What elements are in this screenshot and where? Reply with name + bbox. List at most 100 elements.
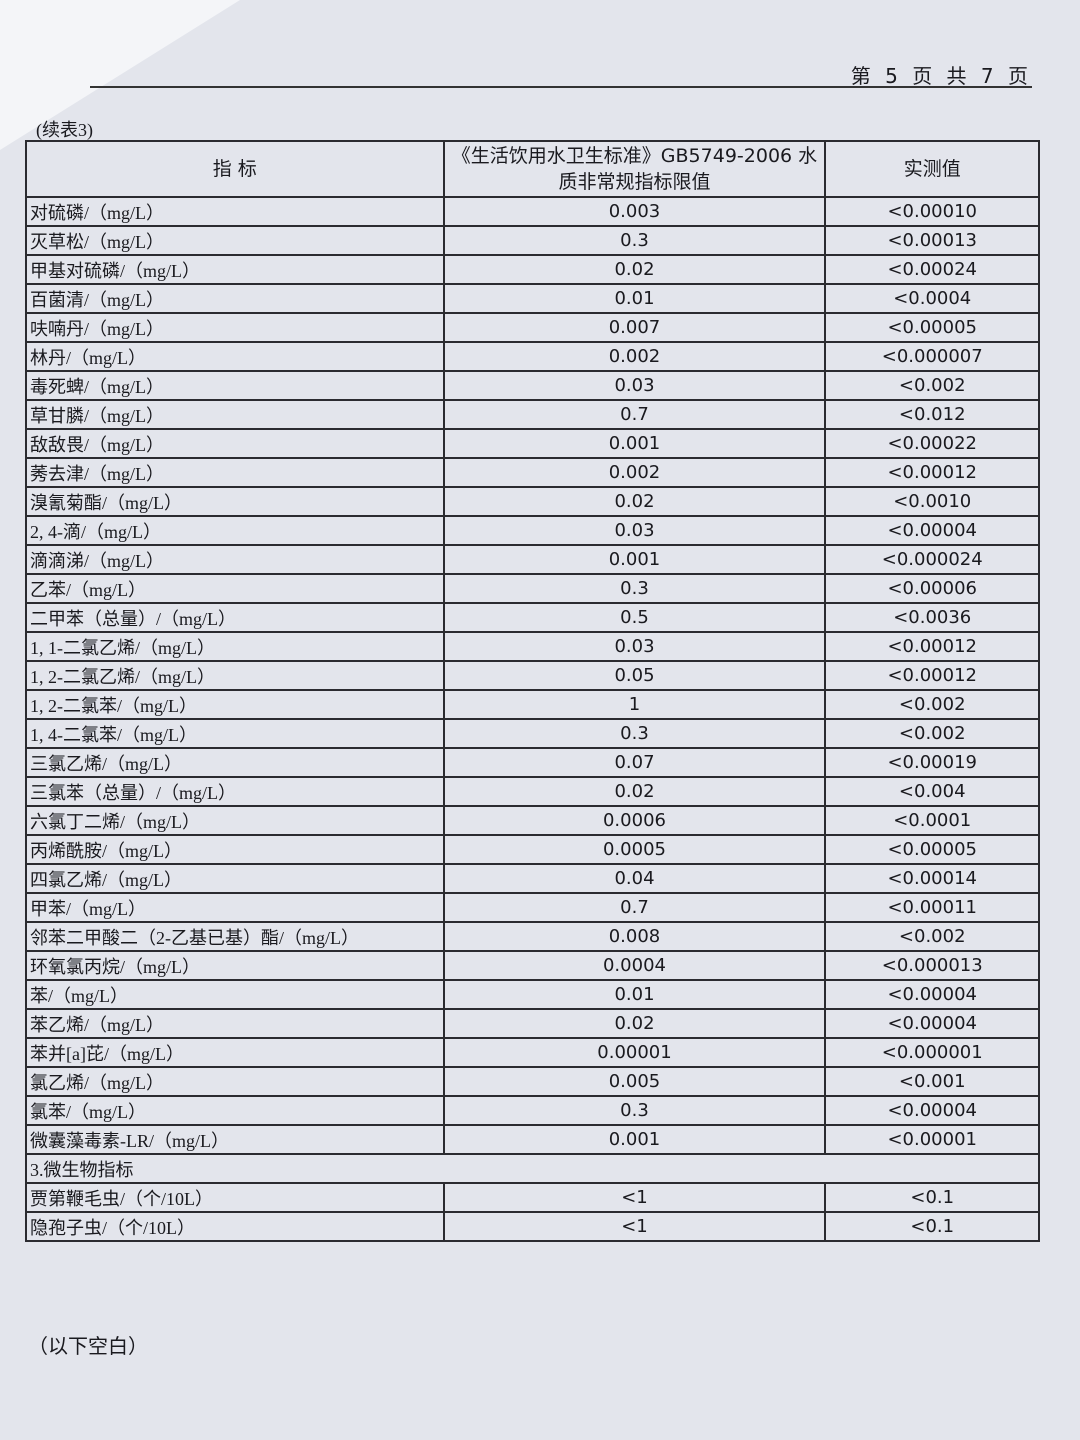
limit-cell: 0.07 xyxy=(442,747,827,778)
measured-cell: <0.000007 xyxy=(824,341,1040,372)
limit-cell: 0.05 xyxy=(442,660,827,691)
indicator-cell: 苯乙烯/（mg/L） xyxy=(25,1008,445,1039)
indicator-cell: 氯苯/（mg/L） xyxy=(25,1095,445,1126)
measured-cell: <0.00004 xyxy=(824,1008,1040,1039)
limit-cell: 0.04 xyxy=(442,863,827,894)
limit-cell: 1 xyxy=(442,689,827,720)
limit-cell: 0.03 xyxy=(442,515,827,546)
header-indicator: 指 标 xyxy=(25,140,445,198)
indicator-cell: 苯并[a]芘/（mg/L） xyxy=(25,1037,445,1068)
section-title: 3.微生物指标 xyxy=(25,1153,1040,1184)
table-caption: (续表3) xyxy=(36,120,93,140)
measured-cell: <0.00024 xyxy=(824,254,1040,285)
table-row: 滴滴涕/（mg/L） 0.001 <0.000024 xyxy=(25,544,1040,575)
table-row: 溴氰菊酯/（mg/L） 0.02 <0.0010 xyxy=(25,486,1040,517)
indicator-cell: 邻苯二甲酸二（2-乙基已基）酯/（mg/L） xyxy=(25,921,445,952)
indicator-cell: 对硫磷/（mg/L） xyxy=(25,196,445,227)
measured-cell: <0.00004 xyxy=(824,1095,1040,1126)
indicator-cell: 林丹/（mg/L） xyxy=(25,341,445,372)
table-row: 1, 2-二氯乙烯/（mg/L） 0.05 <0.00012 xyxy=(25,660,1040,691)
measured-cell: <0.00004 xyxy=(824,515,1040,546)
indicator-cell: 1, 2-二氯苯/（mg/L） xyxy=(25,689,445,720)
table-row: 环氧氯丙烷/（mg/L） 0.0004 <0.000013 xyxy=(25,950,1040,981)
table-row: 三氯苯（总量）/（mg/L） 0.02 <0.004 xyxy=(25,776,1040,807)
indicator-cell: 环氧氯丙烷/（mg/L） xyxy=(25,950,445,981)
measured-cell: <0.00004 xyxy=(824,979,1040,1010)
table-row: 1, 1-二氯乙烯/（mg/L） 0.03 <0.00012 xyxy=(25,631,1040,662)
indicator-cell: 隐孢子虫/（个/10L） xyxy=(25,1211,445,1242)
table-row: 苯/（mg/L） 0.01 <0.00004 xyxy=(25,979,1040,1010)
indicator-cell: 甲苯/（mg/L） xyxy=(25,892,445,923)
measured-cell: <0.00005 xyxy=(824,834,1040,865)
indicator-cell: 丙烯酰胺/（mg/L） xyxy=(25,834,445,865)
measured-cell: <0.0001 xyxy=(824,805,1040,836)
table-row: 六氯丁二烯/（mg/L） 0.0006 <0.0001 xyxy=(25,805,1040,836)
limit-cell: 0.7 xyxy=(442,892,827,923)
limit-cell: 0.003 xyxy=(442,196,827,227)
indicator-cell: 甲基对硫磷/（mg/L） xyxy=(25,254,445,285)
indicator-cell: 呋喃丹/（mg/L） xyxy=(25,312,445,343)
indicator-cell: 四氯乙烯/（mg/L） xyxy=(25,863,445,894)
indicator-cell: 1, 4-二氯苯/（mg/L） xyxy=(25,718,445,749)
measured-cell: <0.00011 xyxy=(824,892,1040,923)
indicator-cell: 草甘膦/（mg/L） xyxy=(25,399,445,430)
measured-cell: <0.0036 xyxy=(824,602,1040,633)
limit-cell: 0.3 xyxy=(442,718,827,749)
limit-cell: 0.001 xyxy=(442,544,827,575)
table-row: 敌敌畏/（mg/L） 0.001 <0.00022 xyxy=(25,428,1040,459)
limit-cell: 0.00001 xyxy=(442,1037,827,1068)
table-row: 氯苯/（mg/L） 0.3 <0.00004 xyxy=(25,1095,1040,1126)
table-row: 2, 4-滴/（mg/L） 0.03 <0.00004 xyxy=(25,515,1040,546)
measured-cell: <0.002 xyxy=(824,689,1040,720)
measured-cell: <0.002 xyxy=(824,718,1040,749)
table-row: 百菌清/（mg/L） 0.01 <0.0004 xyxy=(25,283,1040,314)
limit-cell: 0.007 xyxy=(442,312,827,343)
indicator-cell: 滴滴涕/（mg/L） xyxy=(25,544,445,575)
measured-cell: <0.000024 xyxy=(824,544,1040,575)
indicator-cell: 二甲苯（总量）/（mg/L） xyxy=(25,602,445,633)
measured-cell: <0.00006 xyxy=(824,573,1040,604)
header-measured: 实测值 xyxy=(824,140,1040,198)
indicator-cell: 微囊藻毒素-LR/（mg/L） xyxy=(25,1124,445,1155)
limit-cell: 0.01 xyxy=(442,979,827,1010)
limit-cell: 0.3 xyxy=(442,573,827,604)
limit-cell: 0.002 xyxy=(442,457,827,488)
measured-cell: <0.1 xyxy=(824,1211,1040,1242)
table-row: 呋喃丹/（mg/L） 0.007 <0.00005 xyxy=(25,312,1040,343)
table-row: 贾第鞭毛虫/（个/10L） <1 <0.1 xyxy=(25,1182,1040,1213)
table-header-row: 指 标 《生活饮用水卫生标准》GB5749-2006 水质非常规指标限值 实测值 xyxy=(25,140,1040,198)
indicator-cell: 溴氰菊酯/（mg/L） xyxy=(25,486,445,517)
indicator-cell: 三氯苯（总量）/（mg/L） xyxy=(25,776,445,807)
measured-cell: <0.0010 xyxy=(824,486,1040,517)
table-row: 莠去津/（mg/L） 0.002 <0.00012 xyxy=(25,457,1040,488)
limit-cell: 0.005 xyxy=(442,1066,827,1097)
limit-cell: 0.0006 xyxy=(442,805,827,836)
table-row: 灭草松/（mg/L） 0.3 <0.00013 xyxy=(25,225,1040,256)
limit-cell: <1 xyxy=(442,1211,827,1242)
limit-cell: 0.3 xyxy=(442,225,827,256)
table-row: 甲苯/（mg/L） 0.7 <0.00011 xyxy=(25,892,1040,923)
table-row: 林丹/（mg/L） 0.002 <0.000007 xyxy=(25,341,1040,372)
indicator-cell: 乙苯/（mg/L） xyxy=(25,573,445,604)
indicator-cell: 2, 4-滴/（mg/L） xyxy=(25,515,445,546)
measured-cell: <0.004 xyxy=(824,776,1040,807)
water-quality-table: 指 标 《生活饮用水卫生标准》GB5749-2006 水质非常规指标限值 实测值… xyxy=(25,140,1040,1242)
page-number: 第 5 页 共 7 页 xyxy=(850,64,1032,88)
limit-cell: 0.03 xyxy=(442,370,827,401)
blank-below-note: （以下空白） xyxy=(28,1336,148,1358)
measured-cell: <0.1 xyxy=(824,1182,1040,1213)
table-row: 苯并[a]芘/（mg/L） 0.00001 <0.000001 xyxy=(25,1037,1040,1068)
limit-cell: 0.5 xyxy=(442,602,827,633)
limit-cell: 0.7 xyxy=(442,399,827,430)
indicator-cell: 毒死蜱/（mg/L） xyxy=(25,370,445,401)
limit-cell: <1 xyxy=(442,1182,827,1213)
measured-cell: <0.00012 xyxy=(824,457,1040,488)
table-row: 四氯乙烯/（mg/L） 0.04 <0.00014 xyxy=(25,863,1040,894)
indicator-cell: 六氯丁二烯/（mg/L） xyxy=(25,805,445,836)
limit-cell: 0.02 xyxy=(442,1008,827,1039)
limit-cell: 0.01 xyxy=(442,283,827,314)
table-row: 隐孢子虫/（个/10L） <1 <0.1 xyxy=(25,1211,1040,1242)
indicator-cell: 苯/（mg/L） xyxy=(25,979,445,1010)
table-row: 1, 4-二氯苯/（mg/L） 0.3 <0.002 xyxy=(25,718,1040,749)
limit-cell: 0.03 xyxy=(442,631,827,662)
